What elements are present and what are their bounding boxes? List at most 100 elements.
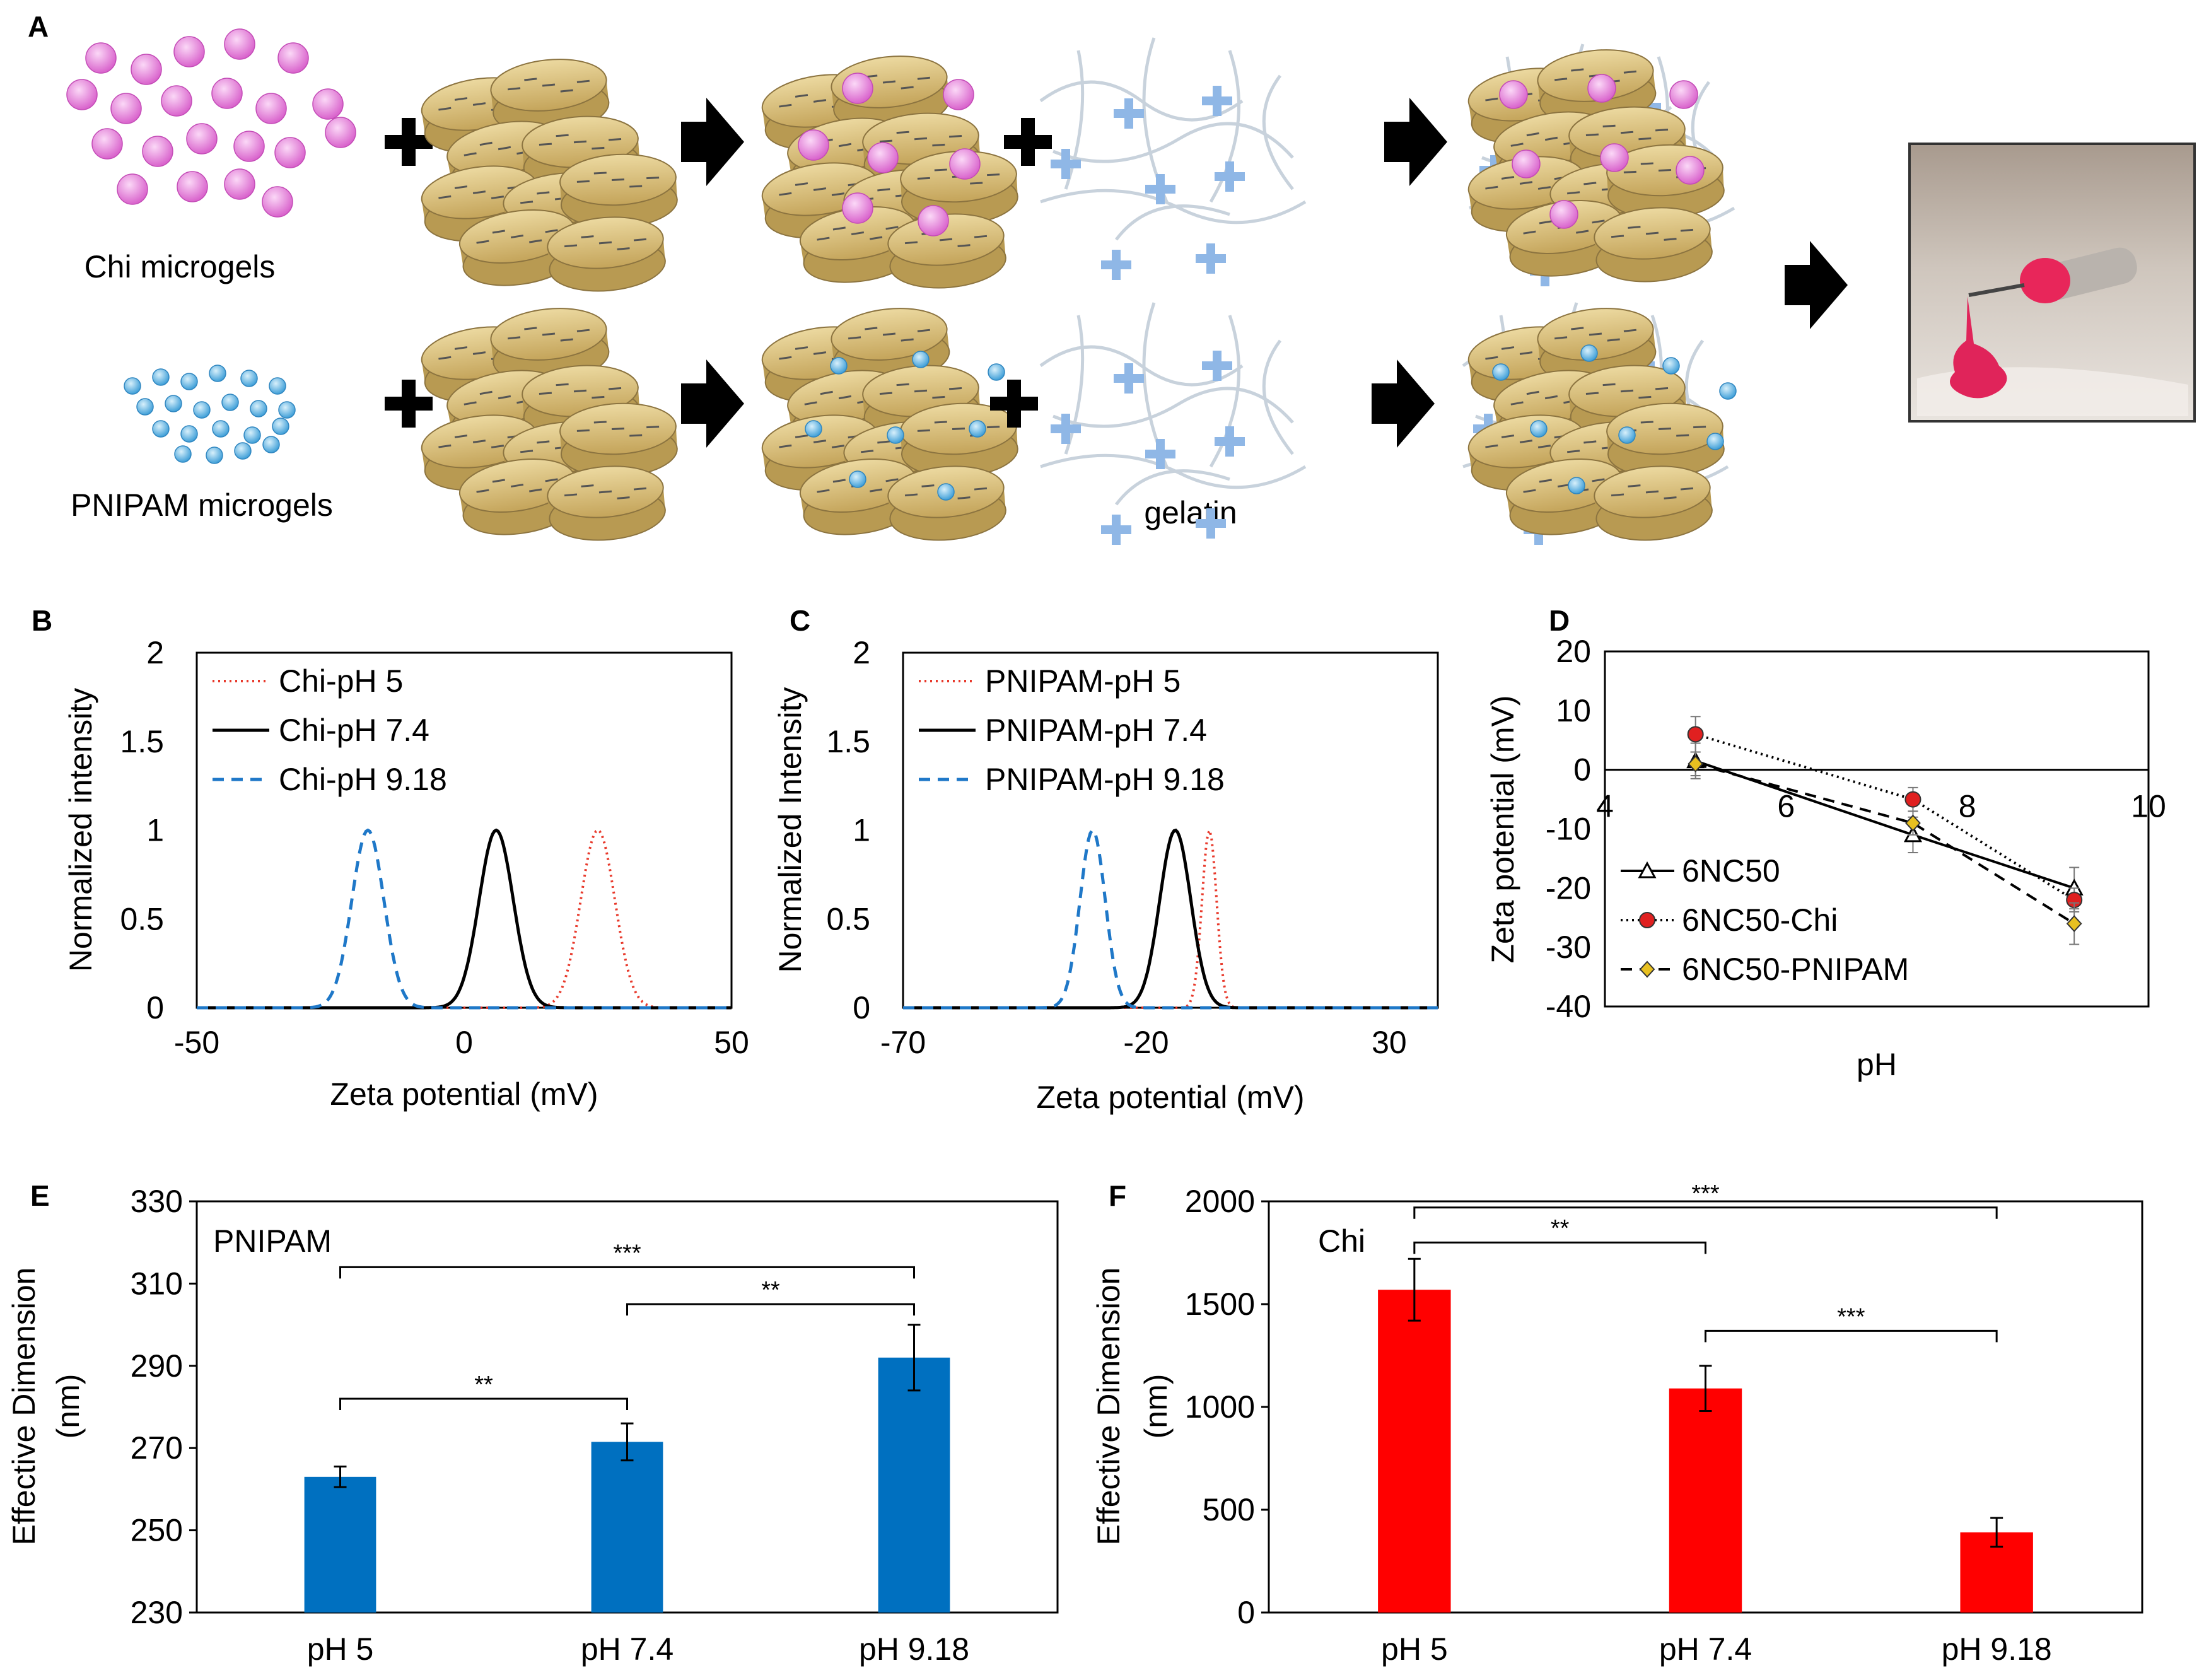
negative-charge-mark	[438, 107, 452, 111]
positive-charge-mark	[1206, 508, 1215, 539]
d-marker-diamond	[2066, 915, 2082, 933]
chi-microgel	[131, 54, 162, 85]
adsorbed-microgel	[798, 129, 829, 161]
panel-c-chart: C 00.511.52-70 -20 30 PNIPAM-pH 5PNIPAM-pH…	[773, 604, 1439, 1115]
e-y-tick: 230	[131, 1595, 183, 1630]
gelatin-chain	[1039, 345, 1244, 387]
chi-microgel	[66, 79, 98, 110]
d-x-tick: 8	[1959, 789, 1976, 824]
pnipam-microgel-cluster	[124, 365, 296, 464]
negative-charge-mark	[593, 421, 607, 424]
negative-charge-mark	[1567, 450, 1580, 453]
chi-microgel	[274, 137, 306, 168]
f-x-tick: pH 7.4	[1659, 1631, 1752, 1667]
negative-charge-mark	[1585, 392, 1599, 395]
chi-microgel	[325, 117, 356, 148]
b-x-axis-title: Zeta potential (mV)	[330, 1076, 598, 1112]
negative-charge-mark	[564, 244, 578, 248]
positive-charge-mark	[1225, 161, 1234, 192]
d-y-tick: -40	[1546, 989, 1591, 1024]
c-legend: PNIPAM-pH 5 PNIPAM-pH 7.4 PNIPAM-pH 9.18	[919, 663, 1225, 797]
c-y-tick: 1.5	[826, 724, 870, 759]
adsorbed-microgel	[949, 148, 981, 180]
c-x-tick: -70	[880, 1025, 926, 1060]
adsorbed-microgel	[1587, 74, 1616, 103]
negative-charge-mark	[629, 185, 643, 188]
b-legend-label: Chi-pH 5	[279, 663, 403, 699]
negative-charge-mark	[1583, 440, 1597, 444]
laponite-disc	[559, 153, 678, 229]
negative-charge-mark	[560, 89, 573, 93]
f-significance-brackets: ********	[1413, 1181, 1998, 1343]
chi-microgel	[211, 78, 243, 109]
negative-charge-mark	[817, 489, 830, 493]
pnipam-microgel	[272, 417, 289, 435]
negative-charge-mark	[917, 329, 930, 332]
negative-charge-mark	[901, 86, 914, 90]
negative-charge-mark	[1611, 493, 1624, 497]
plus-sign	[402, 118, 416, 166]
negative-charge-mark	[882, 80, 896, 84]
negative-charge-mark	[1523, 489, 1536, 493]
c-legend-label: PNIPAM-pH 5	[985, 663, 1181, 699]
pnipam-microgel	[174, 445, 192, 463]
d-legend-label: 6NC50-Chi	[1682, 902, 1838, 938]
b-legend-label: Chi-pH 9.18	[279, 762, 447, 797]
f-y-tick: 2000	[1185, 1184, 1255, 1219]
negative-charge-mark	[472, 102, 486, 106]
pnipam-microgel	[206, 446, 223, 464]
d-x-axis-title: pH	[1857, 1047, 1897, 1082]
b-x-tick: 0	[455, 1025, 473, 1060]
negative-charge-mark	[861, 450, 874, 453]
negative-charge-mark	[820, 390, 833, 395]
chi-microgel	[277, 42, 309, 74]
negative-charge-mark	[914, 389, 928, 393]
panel-letter-f: F	[1109, 1179, 1126, 1212]
negative-charge-mark	[813, 440, 827, 443]
d-x-tick: 4	[1596, 789, 1614, 824]
d-marker-circle	[1904, 791, 1921, 808]
pnipam-microgel	[193, 401, 211, 419]
negative-charge-mark	[974, 487, 988, 491]
chi-microgel	[262, 186, 293, 218]
negative-charge-mark	[939, 238, 953, 242]
negative-charge-mark	[901, 338, 914, 342]
d-y-tick: -20	[1546, 870, 1591, 906]
b-series-lines	[197, 828, 732, 1010]
c-y-tick: 2	[853, 635, 870, 670]
laponite-disc	[887, 213, 1006, 289]
panel-e-chart: E PNIPAM 230 250 270 290 310 330 pH 5 pH 7.4 pH …	[6, 1179, 1059, 1667]
negative-charge-mark	[885, 226, 899, 230]
laponite-disc	[900, 402, 1018, 478]
d-y-tick: -10	[1546, 812, 1591, 847]
pnipam-microgel	[243, 426, 261, 444]
laponite-disc	[547, 465, 666, 541]
negative-charge-mark	[560, 338, 573, 342]
panel-letter-a: A	[28, 10, 49, 43]
negative-charge-mark	[1554, 78, 1568, 81]
d-y-tick: 10	[1556, 693, 1591, 728]
pnipam-microgel	[124, 377, 141, 395]
negative-charge-mark	[438, 444, 452, 448]
e-tick-labels: 230 250 270 290 310 330 pH 5 pH 7.4 pH 9.18	[131, 1184, 970, 1667]
chi-microgel	[142, 136, 173, 167]
chi-microgel	[110, 93, 142, 124]
negative-charge-mark	[870, 488, 883, 493]
pnipam-microgel	[212, 420, 230, 438]
negative-charge-mark	[987, 426, 1000, 429]
negative-charge-mark	[576, 429, 590, 432]
c-y-tick: 1	[853, 813, 870, 848]
b-x-tick: 50	[714, 1025, 749, 1060]
plot-area-c	[902, 651, 1439, 1009]
negative-charge-mark	[1623, 70, 1636, 74]
negative-charge-mark	[1585, 133, 1599, 137]
negative-charge-mark	[838, 395, 852, 400]
negative-charge-mark	[545, 478, 558, 482]
negative-charge-mark	[611, 427, 625, 431]
plot-area-d	[1604, 650, 2150, 1008]
negative-charge-mark	[464, 152, 477, 156]
c-y-tick: 0	[853, 990, 870, 1025]
negative-charge-mark	[479, 390, 493, 395]
d-marker-diamond	[1688, 755, 1704, 773]
negative-charge-mark	[576, 180, 590, 183]
